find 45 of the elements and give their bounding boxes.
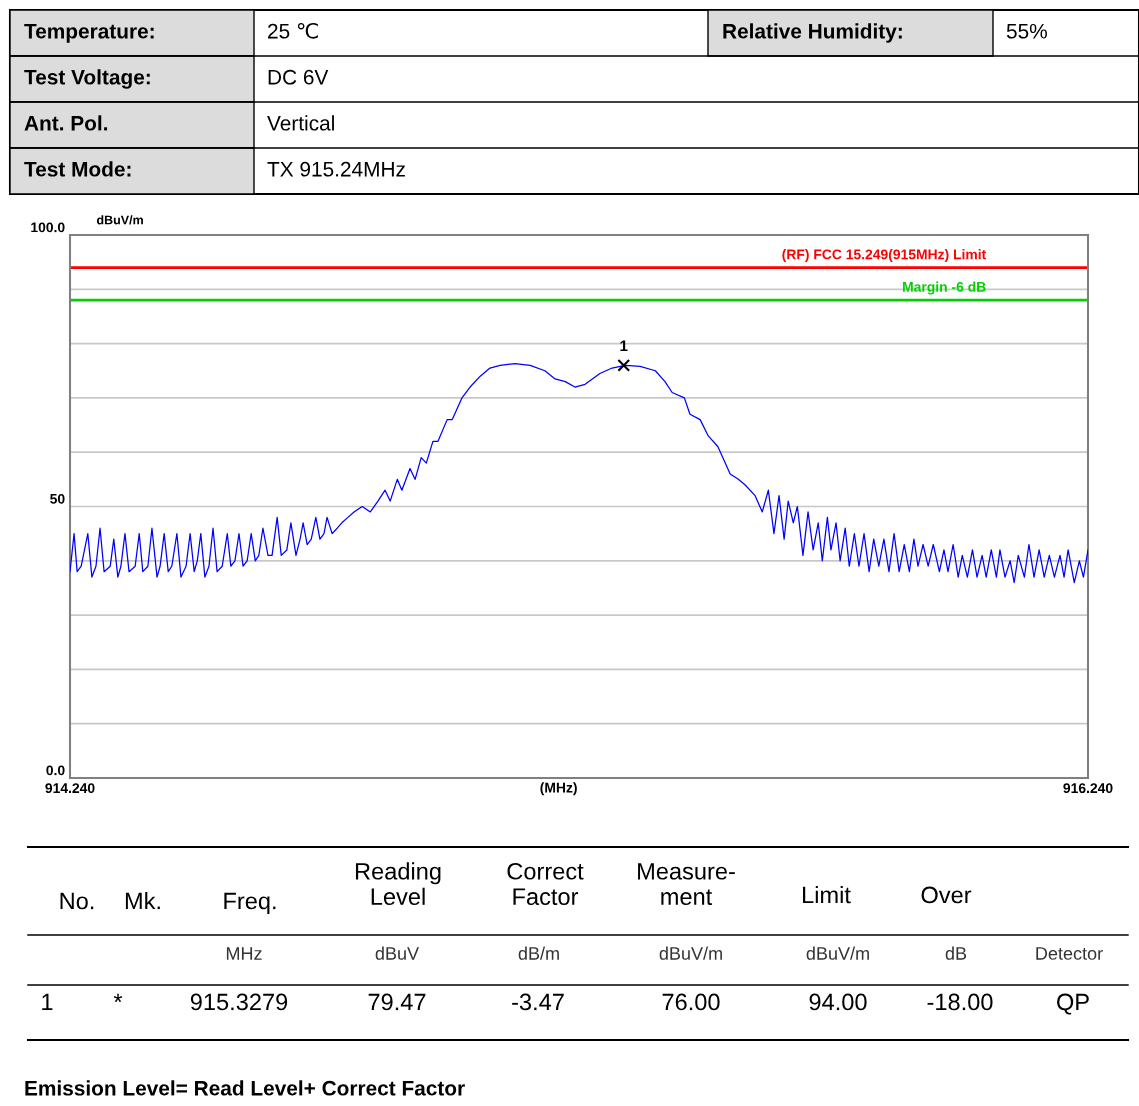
text: Reading Level [355, 862, 441, 906]
x-tick-label: 916.240 [1063, 783, 1113, 794]
text: dB/m [518, 946, 559, 960]
text: DC 6V [268, 69, 329, 85]
text: Vertical [267, 115, 334, 131]
text: Test Mode: [24, 161, 131, 177]
ref-line-label: Margin -6 dB [903, 281, 986, 295]
text: No. [60, 892, 94, 910]
text: Ant. Pol. [24, 115, 108, 131]
y-axis-title: dBuV/m [96, 215, 143, 225]
y-tick-label: 0.0 [46, 765, 65, 776]
text: dBuV [375, 946, 420, 960]
text: QP [1057, 993, 1089, 1015]
text: Mk. [125, 891, 160, 910]
text: Freq. [224, 892, 276, 915]
text: MHz [226, 947, 262, 960]
text: Over [921, 886, 972, 904]
y-tick-label: 100.0 [31, 222, 65, 233]
text: -18.00 [927, 993, 993, 1011]
text: Detector [1036, 947, 1103, 960]
text: * [113, 993, 123, 1003]
annotation: 1 [620, 340, 628, 352]
text: 1 [42, 993, 53, 1011]
text: 76.00 [662, 993, 720, 1011]
text: Temperature: [24, 24, 154, 43]
text: Measure- ment [638, 863, 735, 906]
text: TX 915.24MHz [267, 161, 405, 177]
text: 25 ℃ [268, 22, 318, 39]
text: Correct Factor [507, 862, 584, 906]
text: dBuV/m [806, 946, 869, 960]
x-axis-title: (MHz) [540, 782, 577, 796]
text: 55% [1006, 23, 1047, 39]
text: 915.3279 [190, 993, 288, 1011]
text: -3.47 [512, 993, 564, 1011]
text: Test Voltage: [24, 69, 150, 89]
y-tick-label: 50 [50, 493, 65, 504]
x-tick-label: 914.240 [45, 783, 95, 794]
ref-line-label: (RF) FCC 15.249(915MHz) Limit [782, 249, 987, 263]
text: Limit [803, 885, 851, 904]
text: 94.00 [809, 993, 867, 1011]
text: Relative Humidity: [723, 23, 902, 43]
text: dBuV/m [659, 946, 722, 960]
text: Emission Level= Read Level+ Correct Factor [25, 1080, 465, 1096]
text: dB [945, 946, 967, 960]
text: 79.47 [368, 993, 426, 1011]
